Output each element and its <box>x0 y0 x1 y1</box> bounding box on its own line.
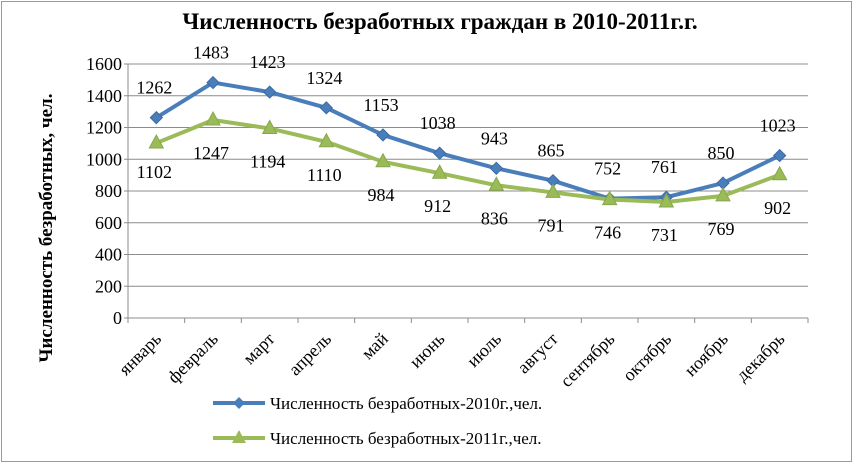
x-tick-label: май <box>357 328 392 363</box>
data-point <box>205 110 221 126</box>
y-tick-label: 400 <box>95 245 122 265</box>
y-tick-label: 600 <box>95 213 122 233</box>
data-point <box>148 134 165 149</box>
data-label: 752 <box>594 159 621 179</box>
y-tick-label: 0 <box>113 308 122 328</box>
data-label: 1038 <box>420 113 456 133</box>
x-tick-label: ноябрь <box>680 329 732 381</box>
data-point <box>545 183 561 198</box>
y-tick-label: 800 <box>95 181 122 201</box>
data-label: 1023 <box>760 116 796 136</box>
data-label: 984 <box>368 185 395 205</box>
data-label: 1153 <box>363 95 398 115</box>
data-point <box>318 132 335 148</box>
data-point <box>376 128 390 142</box>
x-tick-label: октябрь <box>619 329 675 385</box>
data-point <box>375 152 391 168</box>
legend-label: Численность безработных-2010г.,чел. <box>270 394 542 413</box>
data-label: 1110 <box>307 165 342 185</box>
data-label: 1262 <box>136 78 172 98</box>
data-label: 1423 <box>250 52 286 72</box>
x-tick-label: август <box>513 329 562 378</box>
x-tick-label: январь <box>115 329 165 379</box>
data-point <box>149 110 164 125</box>
x-tick-label: март <box>239 329 279 369</box>
data-point <box>431 164 448 179</box>
data-label: 1324 <box>306 68 342 88</box>
data-point <box>261 119 278 134</box>
data-point <box>601 190 618 206</box>
x-tick-label: февраль <box>163 329 221 387</box>
y-tick-label: 200 <box>95 276 122 296</box>
data-point <box>489 161 504 176</box>
data-label: 769 <box>708 219 735 239</box>
plot-area: 0 200 400 600 800 1000 1200 1400 1600 январьфевра… <box>86 43 809 448</box>
data-point <box>771 165 788 181</box>
data-label: 943 <box>481 128 508 148</box>
data-label: 761 <box>651 157 678 177</box>
data-label: 836 <box>481 208 508 228</box>
data-point <box>432 146 447 160</box>
y-tick-label: 1200 <box>86 118 122 138</box>
data-label: 746 <box>594 223 621 243</box>
data-point <box>715 186 731 202</box>
legend-swatch-marker <box>232 430 246 443</box>
data-label: 865 <box>538 141 565 161</box>
data-point <box>772 148 787 163</box>
data-label: 902 <box>764 198 791 218</box>
series-line <box>155 118 781 204</box>
data-point <box>658 192 675 208</box>
x-tick-label: июль <box>463 329 505 371</box>
data-label: 1483 <box>193 43 229 63</box>
data-point <box>319 101 334 115</box>
y-tick-label: 1400 <box>86 86 122 106</box>
chart-title: Численность безработных граждан в 2010-2… <box>182 9 697 34</box>
data-label: 1194 <box>250 151 285 171</box>
legend-swatch-marker <box>233 397 245 409</box>
x-tick-label: сентябрь <box>556 329 618 391</box>
x-tick-label: июнь <box>405 329 448 372</box>
data-point <box>488 176 505 191</box>
data-point <box>262 85 277 99</box>
x-tick-label: декабрь <box>732 329 789 386</box>
series-line <box>155 80 781 201</box>
legend-label: Численность безработных-2011г.,чел. <box>270 429 542 448</box>
y-tick-label: 1600 <box>86 54 122 74</box>
y-tick-label: 1000 <box>86 149 122 169</box>
data-label: 1247 <box>193 143 229 163</box>
y-axis-title: Численность безработных, чел. <box>36 94 57 363</box>
data-label: 850 <box>708 143 735 163</box>
data-label: 912 <box>424 196 451 216</box>
data-label: 731 <box>651 225 678 245</box>
data-label: 1102 <box>137 162 172 182</box>
x-tick-label: апрель <box>285 329 336 380</box>
data-point <box>206 75 220 90</box>
data-label: 791 <box>538 215 565 235</box>
